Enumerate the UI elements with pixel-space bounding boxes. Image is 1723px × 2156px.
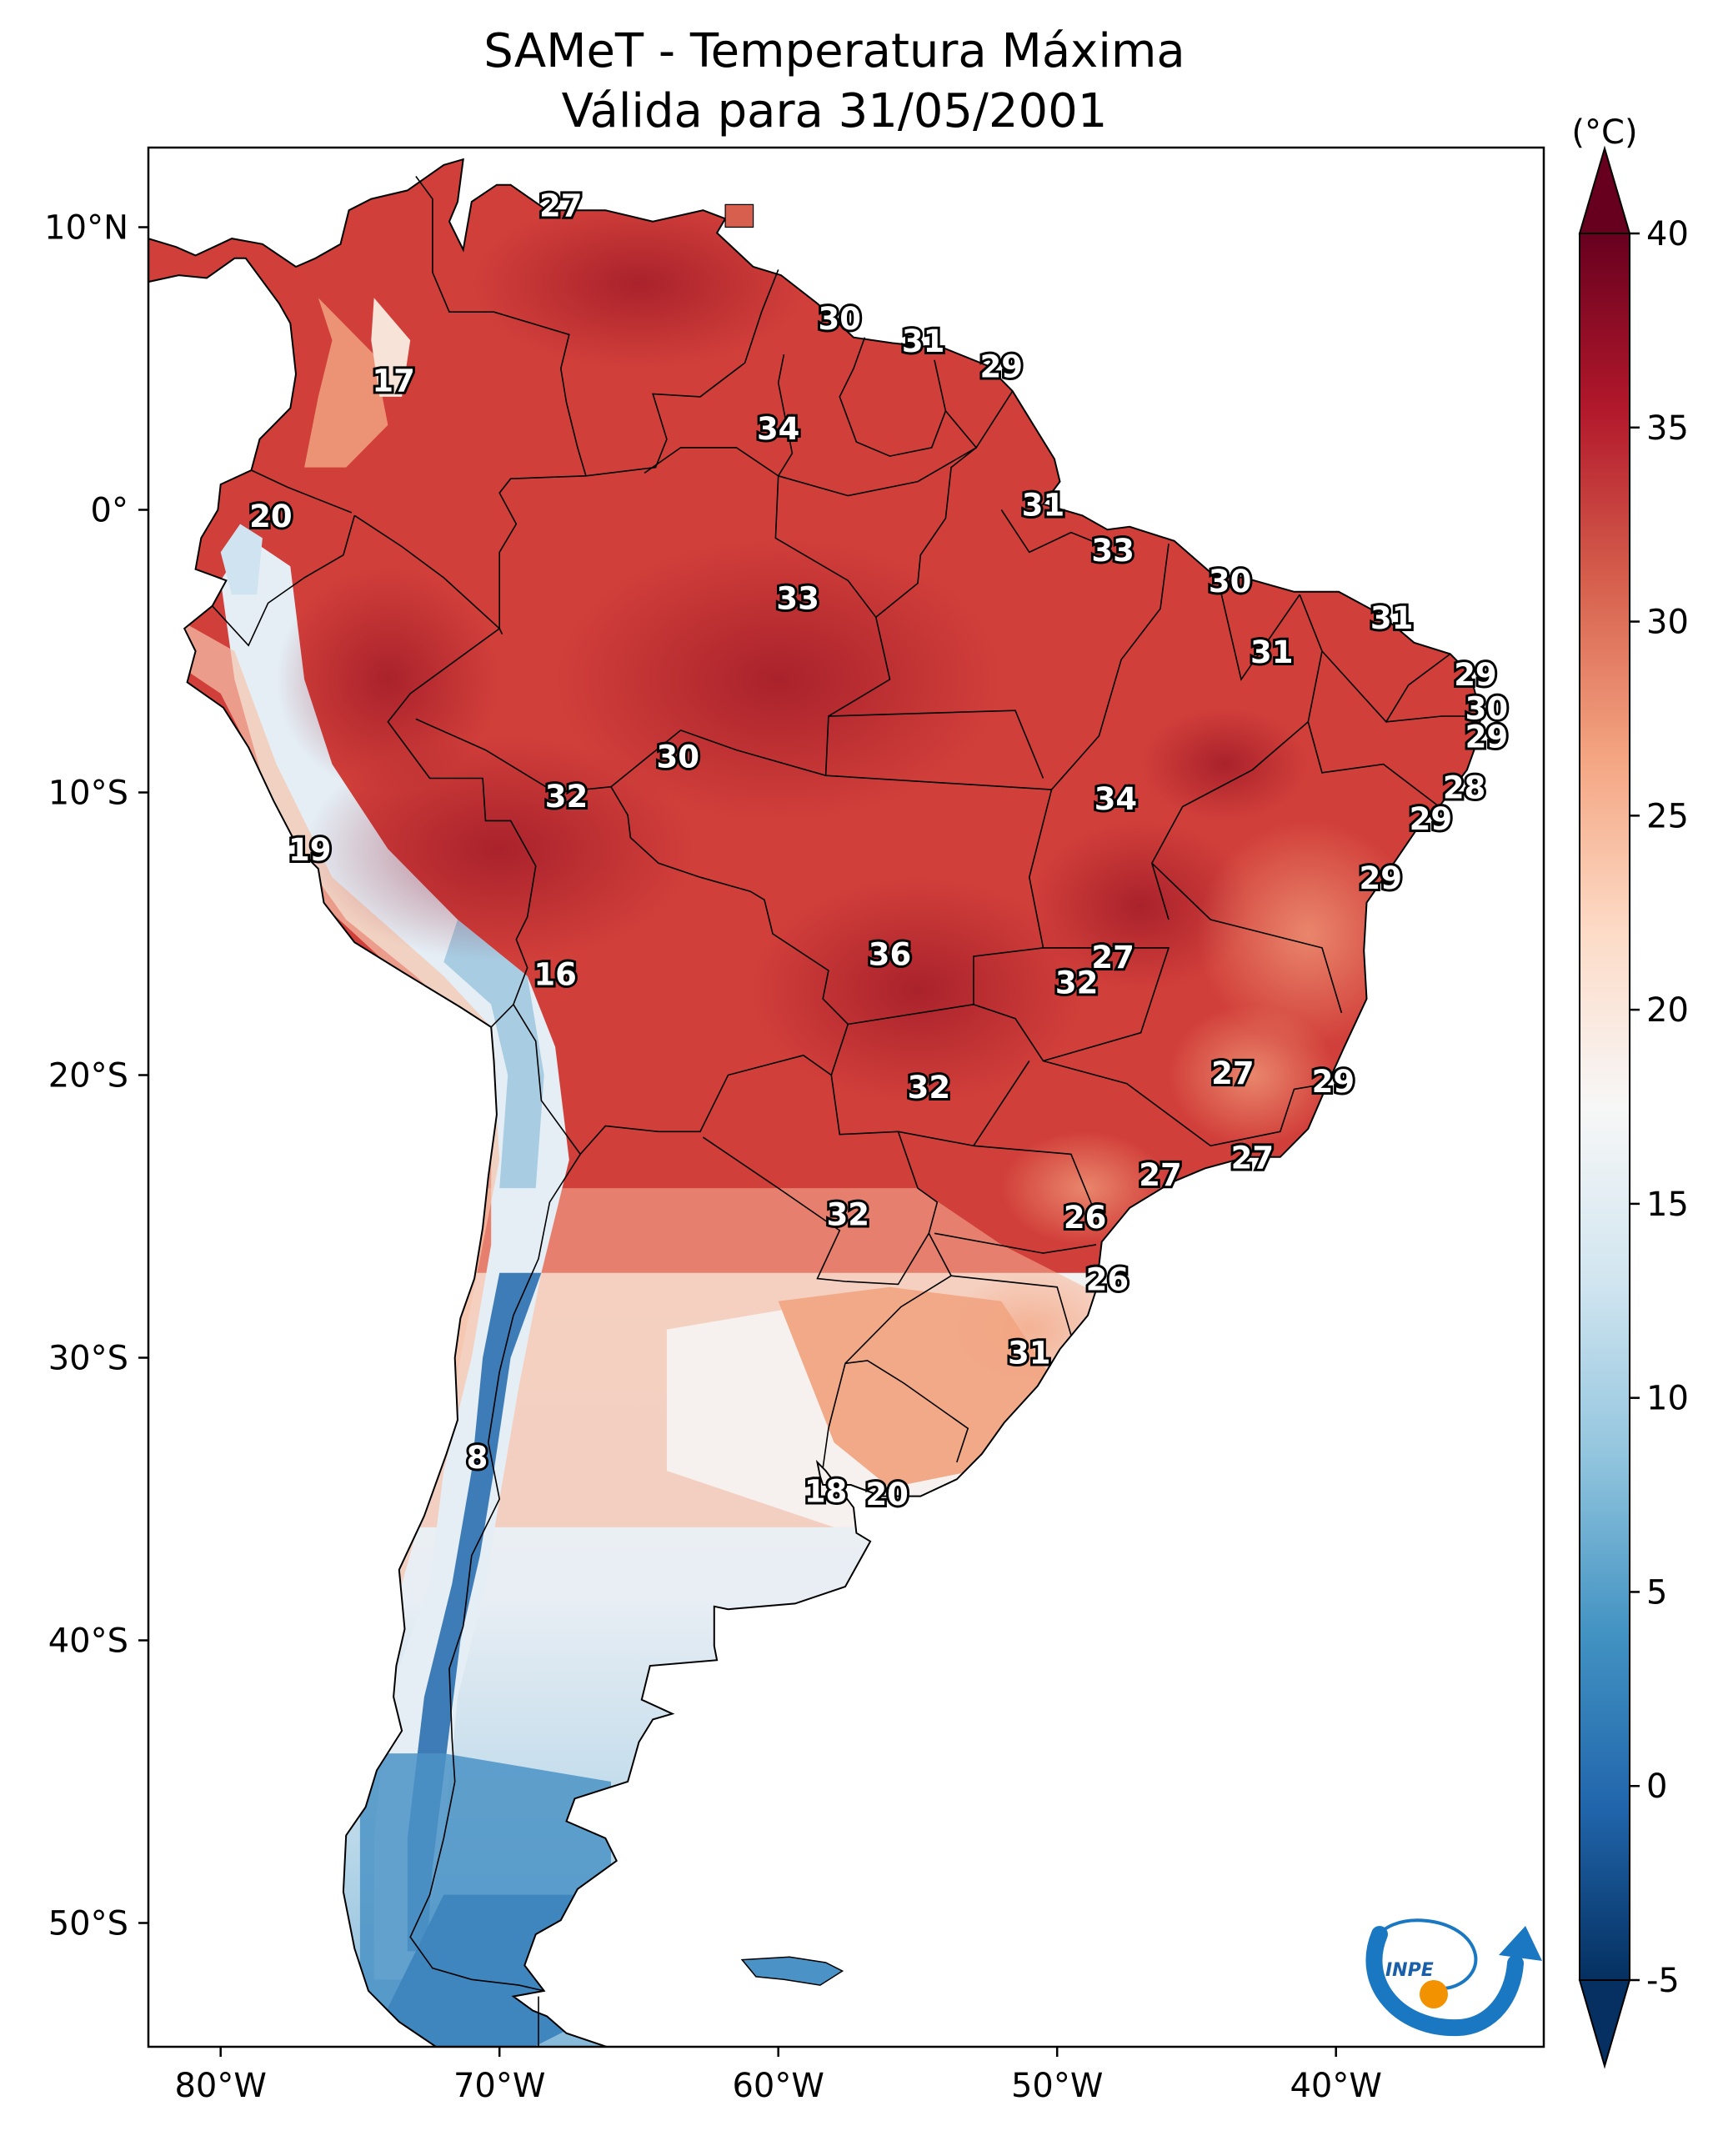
temperature-label: 27 (539, 188, 583, 223)
temperature-label: 31 (1022, 488, 1065, 524)
colorbar-tick-label: 10 (1646, 1380, 1689, 1418)
colorbar-min-extension (1578, 1979, 1631, 2069)
temperature-label: 29 (1359, 860, 1402, 896)
political-borders (212, 176, 1481, 2047)
temperature-label: 30 (657, 739, 700, 775)
y-tick-label: 30°S (48, 1340, 128, 1378)
temperature-label: 18 (804, 1474, 848, 1510)
colorbar-tick-label: 0 (1646, 1767, 1667, 1806)
inpe-logo-sun (1420, 1980, 1448, 2008)
temperature-label: 31 (1370, 600, 1414, 636)
temperature-label: 33 (776, 580, 819, 616)
longitude-axis: 80°W 70°W 60°W 50°W 40°W (174, 2047, 1382, 2105)
colorbar-ticks: -5 0 5 10 15 20 25 30 35 40 (1630, 215, 1689, 2000)
temperature-label: 27 (1211, 1055, 1255, 1091)
y-tick-label: 10°S (48, 775, 128, 813)
colorbar-tick-label: 25 (1646, 797, 1689, 835)
temperature-label: 30 (1465, 691, 1509, 727)
colorbar-tick-label: 40 (1646, 215, 1689, 253)
temperature-label: 27 (1231, 1141, 1275, 1176)
x-tick-label: 50°W (1011, 2067, 1103, 2105)
temperature-label: 34 (757, 411, 800, 447)
temperature-label: 26 (1086, 1261, 1129, 1297)
inpe-logo: INPE (1365, 1918, 1542, 2037)
temperature-label: 36 (869, 937, 912, 973)
temperature-label: 34 (1094, 781, 1138, 817)
x-tick-label: 60°W (732, 2067, 824, 2105)
y-tick-label: 0° (91, 492, 128, 530)
colorbar-tick-label: 35 (1646, 409, 1689, 448)
colorbar-tick-label: -5 (1646, 1962, 1680, 2000)
temperature-label: 29 (1410, 801, 1453, 837)
x-tick-label: 40°W (1290, 2067, 1381, 2105)
temperature-label: 31 (902, 323, 945, 359)
inpe-logo-swirl (1365, 1926, 1524, 2037)
colorbar-tick-label: 15 (1646, 1186, 1689, 1224)
colorbar-tick-label: 5 (1646, 1573, 1667, 1612)
temperature-label: 29 (1312, 1064, 1355, 1100)
temperature-label: 16 (533, 956, 577, 992)
temperature-label: 30 (1209, 564, 1252, 599)
inpe-logo-text: INPE (1385, 1960, 1434, 1981)
colorbar-tick-label: 20 (1646, 991, 1689, 1030)
temperature-label: 33 (1091, 533, 1134, 569)
inpe-logo-orbit (1374, 1918, 1478, 1990)
temperature-label: 8 (467, 1440, 488, 1476)
inpe-logo-arrow-icon (1499, 1926, 1542, 1961)
colorbar-unit: (°C) (1571, 113, 1637, 152)
y-tick-label: 20°S (48, 1057, 128, 1096)
temperature-label: 32 (827, 1197, 870, 1233)
temperature-label: 27 (1139, 1157, 1182, 1193)
temperature-label: 17 (372, 363, 415, 399)
temperature-label: 31 (1250, 634, 1294, 670)
temperature-label: 29 (980, 349, 1024, 385)
temperature-label: 32 (545, 779, 589, 815)
y-tick-label: 10°N (44, 209, 128, 248)
x-tick-label: 80°W (174, 2067, 266, 2105)
temperature-label: 32 (1055, 965, 1099, 1001)
temperature-label: 20 (865, 1477, 909, 1512)
x-tick-label: 70°W (453, 2067, 545, 2105)
temperature-label: 20 (249, 499, 293, 534)
y-tick-label: 50°S (48, 1905, 128, 1943)
temperature-label: 29 (1454, 657, 1497, 693)
temperature-label: 27 (1091, 940, 1134, 975)
map-title-line1: SAMeT - Temperatura Máxima (483, 24, 1185, 78)
temperature-label: 28 (1443, 770, 1486, 806)
latitude-axis: 10°N 0° 10°S 20°S 30°S 40°S 50°S (44, 209, 148, 1943)
falkland-islands (724, 203, 844, 1986)
colorbar-max-extension (1578, 145, 1631, 234)
temperature-label: 26 (1064, 1200, 1107, 1236)
colorbar: (°C) -5 0 5 10 15 20 25 30 35 40 (1571, 113, 1689, 2069)
map-area (148, 148, 1544, 2047)
map-frame (147, 146, 1545, 2048)
map-title-line2: Válida para 31/05/2001 (562, 84, 1108, 138)
temperature-label: 32 (908, 1070, 951, 1106)
colorbar-gradient (1579, 233, 1630, 1981)
temperature-label: 19 (288, 832, 332, 868)
colorbar-tick-label: 30 (1646, 604, 1689, 642)
temperature-label: 31 (1008, 1336, 1051, 1371)
temperature-label: 29 (1465, 720, 1509, 755)
y-tick-label: 40°S (48, 1622, 128, 1661)
temperature-label: 30 (819, 301, 862, 337)
coastline (148, 158, 1482, 2047)
